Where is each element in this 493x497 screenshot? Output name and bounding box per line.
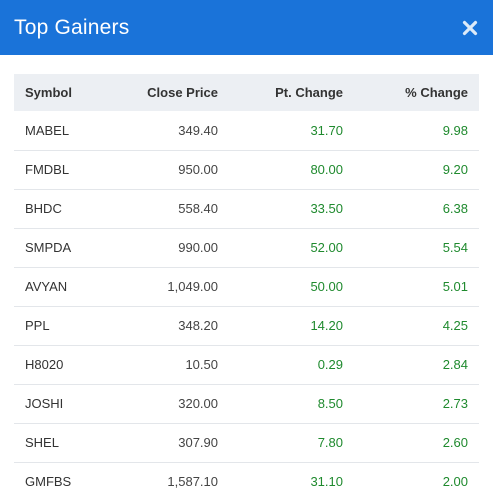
table-header: Symbol Close Price Pt. Change % Change <box>14 74 479 111</box>
modal-title: Top Gainers <box>14 15 130 39</box>
column-header-pt-change[interactable]: Pt. Change <box>275 85 343 100</box>
table-row[interactable]: GMFBS 1,587.10 31.10 2.00 <box>14 462 479 497</box>
cell-close-price: 348.20 <box>178 318 218 333</box>
table-row[interactable]: PPL 348.20 14.20 4.25 <box>14 306 479 345</box>
modal-body: Symbol Close Price Pt. Change % Change M… <box>0 55 493 497</box>
cell-pt-change: 7.80 <box>317 435 343 450</box>
cell-close-price: 307.90 <box>178 435 218 450</box>
gainers-table: Symbol Close Price Pt. Change % Change M… <box>14 74 479 497</box>
table-row[interactable]: MABEL 349.40 31.70 9.98 <box>14 111 479 150</box>
table-row[interactable]: BHDC 558.40 33.50 6.38 <box>14 189 479 228</box>
cell-pt-change: 8.50 <box>317 396 343 411</box>
cell-pct-change: 5.54 <box>442 240 468 255</box>
table-row[interactable]: FMDBL 950.00 80.00 9.20 <box>14 150 479 189</box>
cell-close-price: 1,587.10 <box>167 474 218 489</box>
cell-close-price: 349.40 <box>178 122 218 138</box>
table-body: MABEL 349.40 31.70 9.98 FMDBL 950.00 80.… <box>14 111 479 497</box>
table-row[interactable]: AVYAN 1,049.00 50.00 5.01 <box>14 267 479 306</box>
cell-pt-change: 14.20 <box>310 318 343 333</box>
close-icon <box>462 20 478 35</box>
cell-symbol[interactable]: MABEL <box>25 122 70 138</box>
cell-pt-change: 33.50 <box>310 201 343 216</box>
cell-close-price: 10.50 <box>185 357 218 372</box>
cell-pt-change: 80.00 <box>310 162 343 177</box>
cell-pct-change: 9.98 <box>442 122 468 138</box>
cell-pct-change: 6.38 <box>442 201 468 216</box>
cell-pct-change: 2.00 <box>442 474 468 489</box>
cell-symbol[interactable]: BHDC <box>25 201 62 216</box>
cell-symbol[interactable]: FMDBL <box>25 162 70 177</box>
column-header-symbol[interactable]: Symbol <box>25 85 72 100</box>
cell-pt-change: 50.00 <box>310 279 343 294</box>
cell-pt-change: 0.29 <box>317 357 343 372</box>
cell-pct-change: 2.73 <box>442 396 468 411</box>
column-header-pct-change[interactable]: % Change <box>405 85 468 100</box>
cell-symbol[interactable]: JOSHI <box>25 396 64 411</box>
cell-close-price: 320.00 <box>178 396 218 411</box>
cell-pct-change: 5.01 <box>442 279 468 294</box>
cell-symbol[interactable]: PPL <box>25 318 50 333</box>
table-row[interactable]: SHEL 307.90 7.80 2.60 <box>14 423 479 462</box>
cell-close-price: 1,049.00 <box>167 279 218 294</box>
cell-symbol[interactable]: GMFBS <box>25 474 72 489</box>
cell-close-price: 558.40 <box>178 201 218 216</box>
cell-close-price: 950.00 <box>178 162 218 177</box>
table-header-row: Symbol Close Price Pt. Change % Change <box>14 74 479 111</box>
cell-symbol[interactable]: AVYAN <box>25 279 68 294</box>
cell-symbol[interactable]: H8020 <box>25 357 64 372</box>
cell-close-price: 990.00 <box>178 240 218 255</box>
cell-pt-change: 31.70 <box>310 122 343 138</box>
cell-pt-change: 52.00 <box>310 240 343 255</box>
cell-symbol[interactable]: SMPDA <box>25 240 72 255</box>
cell-symbol[interactable]: SHEL <box>25 435 59 450</box>
table-row[interactable]: JOSHI 320.00 8.50 2.73 <box>14 384 479 423</box>
modal-header: Top Gainers <box>0 0 493 55</box>
table-row[interactable]: SMPDA 990.00 52.00 5.54 <box>14 228 479 267</box>
cell-pct-change: 2.60 <box>442 435 468 450</box>
table-row[interactable]: H8020 10.50 0.29 2.84 <box>14 345 479 384</box>
cell-pct-change: 4.25 <box>442 318 468 333</box>
cell-pct-change: 2.84 <box>442 357 468 372</box>
cell-pct-change: 9.20 <box>442 162 468 177</box>
column-header-close-price[interactable]: Close Price <box>147 85 218 100</box>
close-button[interactable] <box>459 17 481 39</box>
cell-pt-change: 31.10 <box>310 474 343 489</box>
